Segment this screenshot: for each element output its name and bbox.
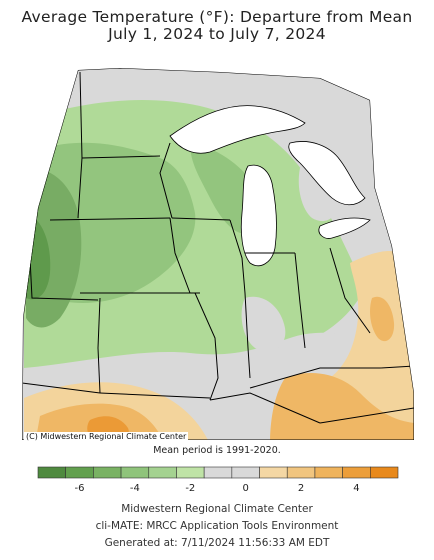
map-date-range: July 1, 2024 to July 7, 2024 <box>108 25 326 43</box>
legend-tick-label: 0 <box>243 483 249 494</box>
mean-period-note: Mean period is 1991-2020. <box>153 445 281 456</box>
lake-michigan <box>240 164 277 267</box>
color-legend: -6 -4 -2 0 2 4 <box>37 466 399 494</box>
legend-tick-label: -4 <box>130 483 140 494</box>
legend-swatch <box>259 466 288 479</box>
map-credit: (C) Midwestern Regional Climate Center <box>24 432 189 441</box>
legend-swatch <box>65 466 94 479</box>
footer-organization: Midwestern Regional Climate Center <box>121 503 313 515</box>
legend-ticks: -6 -4 -2 0 2 4 <box>75 483 360 494</box>
neutral-patch-indiana <box>241 296 286 352</box>
legend-swatch <box>342 466 371 479</box>
legend-swatch <box>370 466 399 479</box>
legend-swatch <box>286 466 316 479</box>
legend-swatch <box>176 466 205 479</box>
region-outline <box>22 68 414 440</box>
warm-zone-southeast <box>270 373 414 440</box>
legend-swatches <box>37 466 399 479</box>
lake-huron <box>288 141 366 206</box>
legend-swatch <box>203 466 233 479</box>
state-boundaries <box>22 71 414 424</box>
legend-swatch <box>231 466 260 479</box>
lake-erie <box>318 217 371 239</box>
lake-superior <box>169 105 306 154</box>
legend-tick-label: 2 <box>298 483 304 494</box>
legend-swatch <box>314 466 343 479</box>
legend-tick-label: -2 <box>185 483 195 494</box>
legend-tick-label: 4 <box>353 483 359 494</box>
legend-swatch <box>120 466 150 479</box>
warm-zone-east-2 <box>370 296 395 342</box>
temperature-departure-map <box>22 68 414 440</box>
legend-swatch <box>37 466 66 479</box>
footer-generated: Generated at: 7/11/2024 11:56:33 AM EDT <box>104 537 330 549</box>
legend-swatch <box>93 466 122 479</box>
legend-tick-label: -6 <box>75 483 85 494</box>
footer-application: cli-MATE: MRCC Application Tools Environ… <box>95 520 339 532</box>
map-title: Average Temperature (°F): Departure from… <box>21 8 413 26</box>
legend-swatch <box>148 466 177 479</box>
